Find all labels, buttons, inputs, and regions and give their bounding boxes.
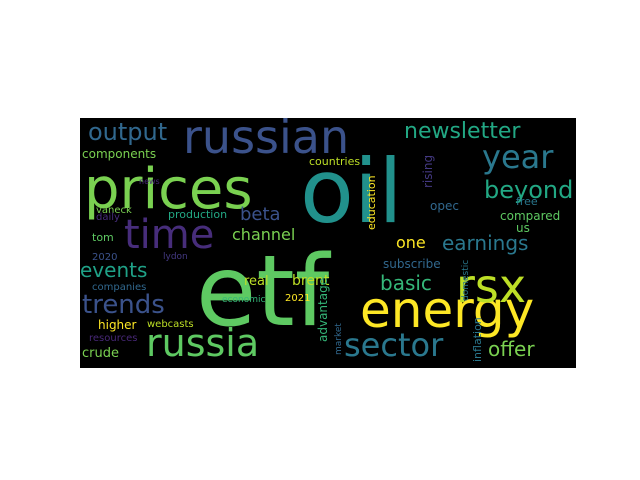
word-production: production: [168, 208, 227, 221]
word-year: year: [482, 138, 554, 176]
word-daily: daily: [96, 212, 120, 223]
word-2020: 2020: [92, 252, 117, 263]
word-inflation: inflation: [471, 317, 484, 362]
word-earnings: earnings: [442, 231, 528, 255]
word-energy: energy: [360, 281, 534, 339]
word-compared: compared: [500, 209, 560, 223]
word-rsx: rsx: [456, 259, 526, 313]
word-advantage: advantage: [316, 278, 330, 342]
word-market: market: [334, 323, 344, 355]
word-countries: countries: [309, 155, 360, 168]
word-trends: trends: [82, 290, 165, 320]
word-subscribe: subscribe: [383, 257, 441, 271]
word-us: us: [516, 221, 530, 235]
word-2021: 2021: [285, 293, 310, 304]
word-real: real: [244, 274, 269, 289]
word-one: one: [396, 233, 426, 252]
word-lydon: lydon: [163, 252, 188, 262]
word-russian: russian: [183, 118, 349, 164]
word-brent: brent: [292, 273, 330, 289]
word-components: components: [82, 147, 156, 161]
word-oil: oil: [300, 140, 403, 243]
word-output: output: [88, 118, 167, 146]
word-crude: crude: [82, 346, 119, 361]
word-prices: prices: [84, 157, 253, 222]
word-basic: basic: [380, 271, 432, 295]
word-resources: resources: [89, 333, 137, 344]
word-etf: etf: [196, 235, 332, 349]
word-free: free: [516, 195, 538, 208]
word-higher: higher: [98, 318, 137, 332]
word-offer: offer: [488, 337, 535, 361]
word-domestic: domestic: [461, 260, 471, 301]
word-newsletter: newsletter: [404, 119, 521, 144]
word-beyond: beyond: [484, 176, 573, 204]
word-companies: companies: [92, 282, 146, 293]
word-time: time: [124, 212, 214, 258]
word-tom: tom: [92, 231, 114, 244]
word-sector: sector: [344, 326, 444, 364]
word-cloud-canvas: oil etf prices russian energy rsx time russia se…: [80, 118, 576, 368]
word-opec: opec: [430, 199, 459, 213]
word-rising: rising: [421, 155, 435, 188]
word-education: education: [365, 175, 378, 230]
word-vaneck: vaneck: [96, 205, 132, 216]
word-russia: russia: [146, 321, 259, 365]
word-events: events: [80, 258, 147, 282]
word-webcasts: webcasts: [147, 319, 194, 330]
word-news: news: [139, 177, 160, 186]
word-channel: channel: [232, 225, 295, 244]
word-economic: economic: [222, 295, 265, 305]
word-beta: beta: [240, 204, 281, 225]
